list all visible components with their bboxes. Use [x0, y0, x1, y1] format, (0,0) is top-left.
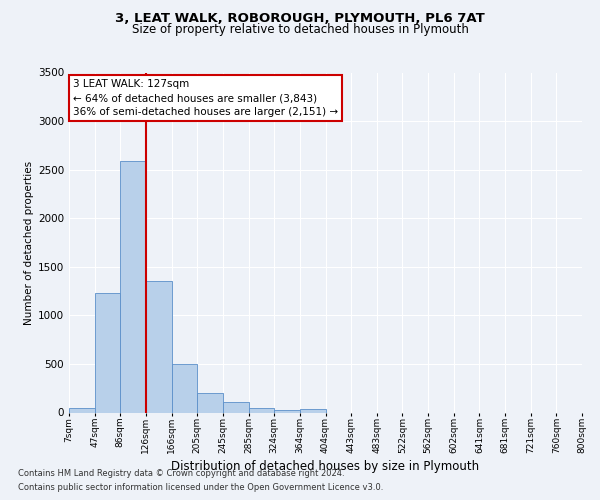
- Y-axis label: Number of detached properties: Number of detached properties: [24, 160, 34, 324]
- Bar: [274, 410, 300, 412]
- Text: 3 LEAT WALK: 127sqm
← 64% of detached houses are smaller (3,843)
36% of semi-det: 3 LEAT WALK: 127sqm ← 64% of detached ho…: [73, 80, 338, 118]
- Bar: [172, 364, 197, 412]
- X-axis label: Distribution of detached houses by size in Plymouth: Distribution of detached houses by size …: [172, 460, 479, 473]
- Bar: [146, 282, 172, 412]
- Text: Contains public sector information licensed under the Open Government Licence v3: Contains public sector information licen…: [18, 484, 383, 492]
- Bar: [121, 161, 146, 412]
- Text: 3, LEAT WALK, ROBOROUGH, PLYMOUTH, PL6 7AT: 3, LEAT WALK, ROBOROUGH, PLYMOUTH, PL6 7…: [115, 12, 485, 26]
- Bar: [95, 293, 121, 412]
- Bar: [197, 393, 223, 412]
- Bar: [69, 408, 95, 412]
- Text: Size of property relative to detached houses in Plymouth: Size of property relative to detached ho…: [131, 22, 469, 36]
- Bar: [223, 402, 248, 412]
- Bar: [300, 408, 325, 412]
- Bar: [248, 408, 274, 412]
- Text: Contains HM Land Registry data © Crown copyright and database right 2024.: Contains HM Land Registry data © Crown c…: [18, 468, 344, 477]
